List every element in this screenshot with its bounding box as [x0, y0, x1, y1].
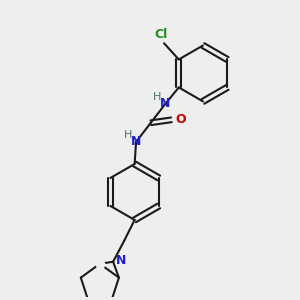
Text: N: N: [131, 135, 141, 148]
Text: O: O: [176, 113, 187, 126]
Text: N: N: [160, 97, 171, 110]
Text: H: H: [124, 130, 132, 140]
Text: Cl: Cl: [154, 28, 168, 41]
Text: H: H: [153, 92, 161, 102]
Text: N: N: [116, 254, 126, 267]
